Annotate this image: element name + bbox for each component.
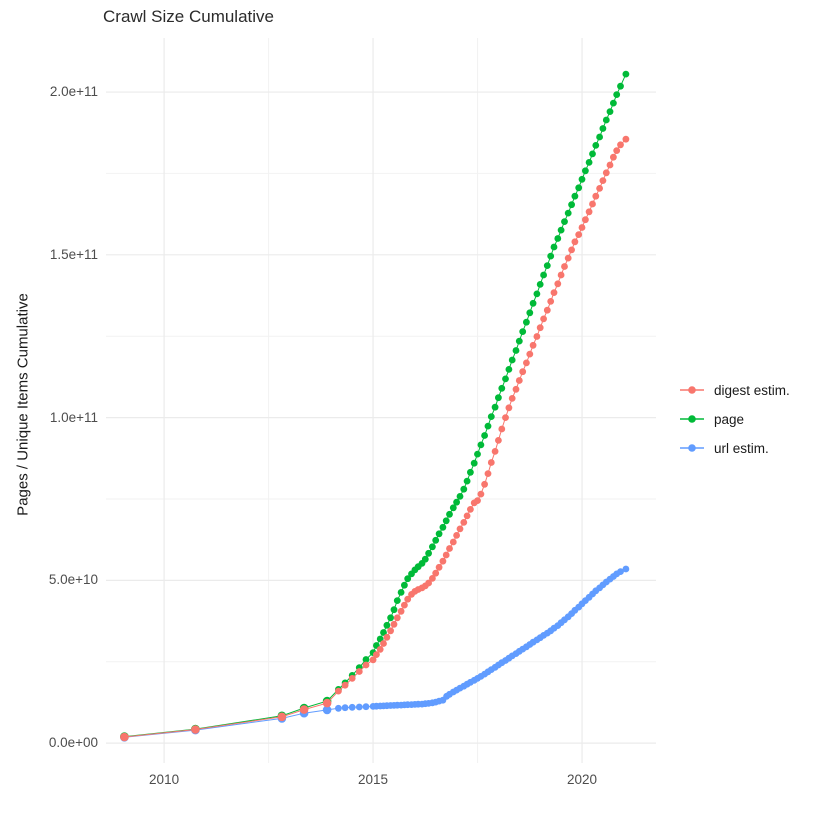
chart-title: Crawl Size Cumulative	[103, 7, 274, 26]
legend-key-page-icon	[680, 415, 704, 423]
gridlines-major	[106, 38, 656, 763]
legend-label-digest: digest estim.	[714, 382, 790, 398]
y-tick-label: 1.5e+11	[49, 246, 98, 262]
x-tick-label: 2010	[149, 772, 180, 787]
legend-item-url: url estim.	[679, 439, 790, 457]
y-tick-label: 5.0e+10	[48, 572, 98, 588]
legend-label-page: page	[714, 411, 745, 427]
y-axis-title: Pages / Unique Items Cumulative	[14, 293, 32, 516]
y-tick-label: 1.0e+11	[49, 409, 98, 425]
y-tick-label: 2.0e+11	[49, 84, 98, 100]
x-tick-label: 2015	[358, 772, 389, 787]
legend-key-digest-icon	[680, 386, 704, 394]
series-points-page	[120, 70, 630, 741]
legend: digest estim. page url estim.	[679, 381, 790, 457]
legend-item-digest: digest estim.	[679, 381, 790, 399]
series-points-digest-estim	[120, 135, 630, 742]
x-tick-label: 2020	[566, 772, 598, 787]
gridlines-minor	[106, 38, 656, 763]
legend-item-page: page	[679, 410, 790, 428]
legend-key-url-icon	[680, 444, 704, 452]
series-points-url-estim	[120, 565, 630, 742]
y-tick-label: 0.0e+00	[48, 735, 98, 751]
legend-label-url: url estim.	[714, 440, 769, 456]
